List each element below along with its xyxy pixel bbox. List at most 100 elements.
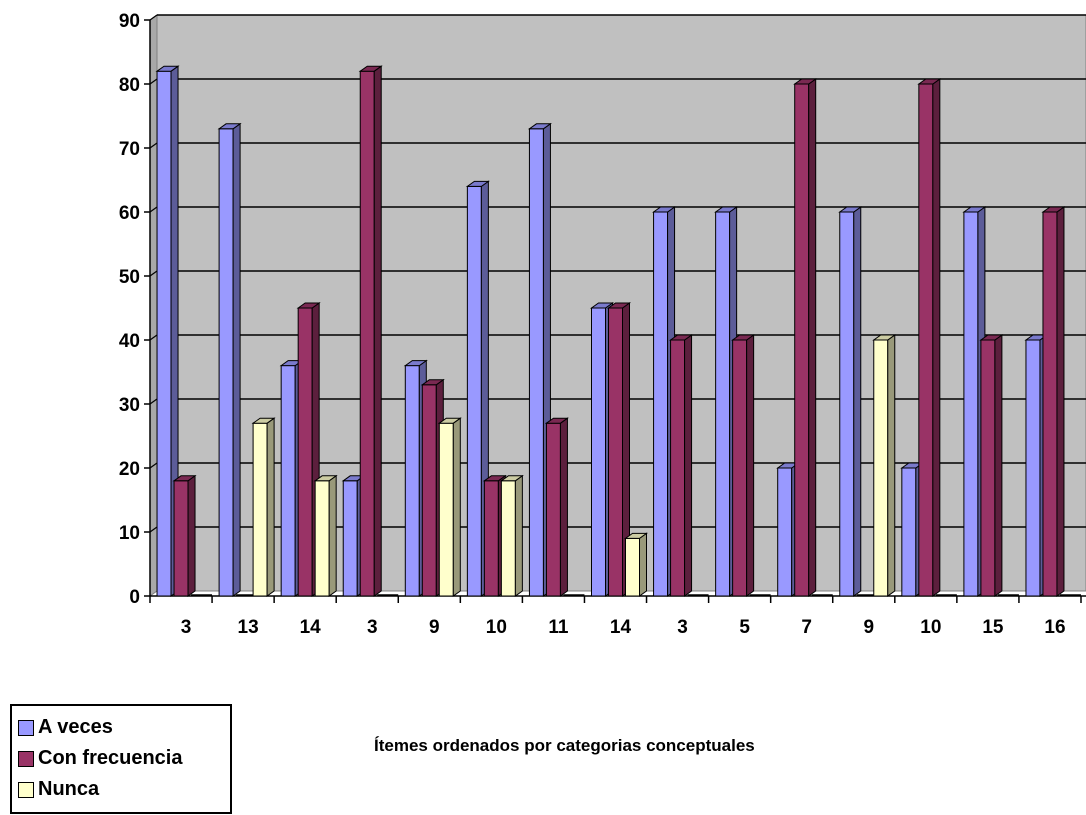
x-tick-label: 10 <box>920 617 941 638</box>
bar-side <box>888 335 895 596</box>
legend-item-nunca: Nunca <box>18 774 230 805</box>
bar-front <box>315 481 329 596</box>
bar <box>733 335 754 596</box>
bar-front <box>733 340 747 596</box>
y-tick-label: 60 <box>119 203 140 224</box>
bar-front <box>919 84 933 596</box>
bar <box>315 476 336 596</box>
bar <box>360 66 381 596</box>
bar-front <box>157 71 171 596</box>
bar-side <box>329 476 336 596</box>
y-tick-label: 70 <box>119 139 140 160</box>
x-tick-label: 10 <box>486 617 507 638</box>
x-tick-label: 3 <box>367 617 378 638</box>
bar-front <box>281 366 295 596</box>
bar-front <box>874 340 888 596</box>
legend-item-a-veces: A veces <box>18 712 230 743</box>
bar-front <box>467 186 481 596</box>
bar-side <box>933 79 940 596</box>
bar-side <box>685 335 692 596</box>
bar-side <box>854 207 861 596</box>
x-tick-label: 7 <box>801 617 812 638</box>
bar-front <box>405 366 419 596</box>
legend-swatch-nunca <box>18 782 34 798</box>
bar <box>501 476 522 596</box>
y-tick-label: 0 <box>129 587 140 608</box>
bar-front <box>253 423 267 596</box>
legend-swatch-con-frecuencia <box>18 751 34 767</box>
bar <box>840 207 861 596</box>
legend-swatch-a-veces <box>18 720 34 736</box>
y-tick-label: 10 <box>119 523 140 544</box>
x-tick-label: 16 <box>1044 617 1065 638</box>
y-tick-label: 80 <box>119 75 140 96</box>
legend-item-con-frecuencia: Con frecuencia <box>18 743 230 774</box>
bar-side <box>267 418 274 596</box>
x-tick-label: 15 <box>982 617 1004 638</box>
bar-front <box>795 84 809 596</box>
bar-front <box>778 468 792 596</box>
x-tick-label: 11 <box>548 617 569 638</box>
bar <box>874 335 895 596</box>
bar-side <box>515 476 522 596</box>
bar-front <box>1026 340 1040 596</box>
y-tick-label: 50 <box>119 267 140 288</box>
bar-front <box>546 423 560 596</box>
bar-side <box>560 418 567 596</box>
bar-front <box>626 538 640 596</box>
bar-front <box>529 129 543 596</box>
bar-front <box>360 71 374 596</box>
side-wall <box>150 15 157 596</box>
bar-front <box>174 481 188 596</box>
bar-front <box>298 308 312 596</box>
bar-front <box>439 423 453 596</box>
bar <box>671 335 692 596</box>
y-tick-label: 90 <box>119 11 140 32</box>
x-tick-label: 9 <box>429 617 440 638</box>
bar-side <box>809 79 816 596</box>
bar-side <box>233 124 240 596</box>
bar <box>439 418 460 596</box>
bar-front <box>716 212 730 596</box>
bar <box>919 79 940 596</box>
bar-front <box>840 212 854 596</box>
x-tick-label: 3 <box>677 617 688 638</box>
x-axis-label: Ítemes ordenados por categorias conceptu… <box>374 736 755 756</box>
x-tick-label: 14 <box>300 617 322 638</box>
bar-side <box>453 418 460 596</box>
bar-front <box>592 308 606 596</box>
bar <box>253 418 274 596</box>
legend-label-nunca: Nunca <box>38 778 99 801</box>
bar-front <box>671 340 685 596</box>
x-tick-label: 14 <box>610 617 632 638</box>
bar-front <box>219 129 233 596</box>
bar-front <box>902 468 916 596</box>
x-tick-labels: 3 13 14 3 9 10 11 14 3 5 7 9 10 15 16 <box>181 617 1066 638</box>
bar-front <box>609 308 623 596</box>
y-tick-labels: 0 10 20 30 40 50 60 70 80 90 <box>119 11 140 608</box>
bar <box>795 79 816 596</box>
bar <box>1043 207 1064 596</box>
y-tick-label: 30 <box>119 395 140 416</box>
bar-side <box>1057 207 1064 596</box>
bar-side <box>747 335 754 596</box>
bar-front <box>422 385 436 596</box>
bar <box>981 335 1002 596</box>
bar-front <box>484 481 498 596</box>
bar-side <box>188 476 195 596</box>
x-tick-label: 3 <box>181 617 192 638</box>
x-tick-label: 5 <box>739 617 750 638</box>
bar-chart: 0 10 20 30 40 50 60 70 80 90 3 13 14 3 9 10 11 14 3 5 7 9 10 1… <box>0 0 1086 700</box>
bar-side <box>374 66 381 596</box>
legend-label-con-frecuencia: Con frecuencia <box>38 747 182 770</box>
bar <box>219 124 240 596</box>
bar-front <box>343 481 357 596</box>
y-tick-label: 40 <box>119 331 140 352</box>
bar-front <box>501 481 515 596</box>
x-tick-label: 9 <box>863 617 874 638</box>
legend-label-a-veces: A veces <box>38 716 113 739</box>
bar <box>626 533 647 596</box>
bar-side <box>640 533 647 596</box>
x-tick-label: 13 <box>238 617 259 638</box>
bar <box>546 418 567 596</box>
